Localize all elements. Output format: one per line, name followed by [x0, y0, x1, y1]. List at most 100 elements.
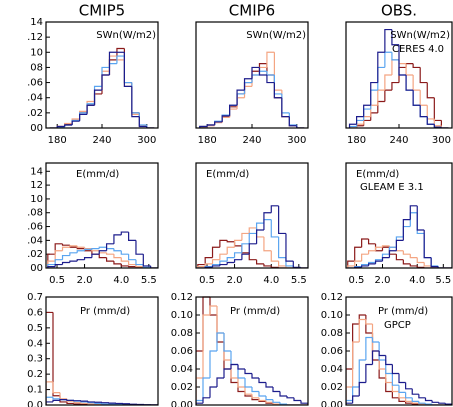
hist-step	[209, 386, 217, 398]
hist-step	[93, 89, 102, 106]
panel-frame	[345, 162, 453, 269]
hist-step	[113, 248, 122, 252]
hist-step	[91, 253, 100, 258]
hist-step	[120, 263, 129, 267]
y-tick-label: 0.2	[27, 369, 43, 380]
hist-step	[391, 81, 399, 91]
hist-step	[381, 253, 390, 260]
hist-step	[361, 265, 369, 268]
hist-step	[292, 261, 301, 268]
hist-step	[108, 63, 117, 68]
y-tick-label: 00	[30, 263, 43, 274]
y-tick-label: .04	[27, 93, 43, 104]
panel-frame	[195, 296, 309, 406]
hist-step	[272, 399, 280, 403]
hist-step	[398, 391, 406, 399]
y-tick-label: 0.10	[321, 310, 343, 321]
hist-step	[285, 257, 294, 267]
hist-step	[285, 233, 294, 262]
x-tick-label: 5.5	[141, 275, 157, 286]
hist-step	[219, 260, 228, 265]
hist-step	[263, 212, 272, 231]
hist-step	[93, 85, 102, 104]
hist-step	[46, 381, 53, 405]
y-tick-label: 0.7	[27, 292, 43, 303]
hist-step	[138, 112, 147, 127]
x-tick-label: 300	[287, 135, 306, 146]
hist-step	[120, 250, 129, 255]
y-tick-label: 0.06	[171, 346, 193, 357]
hist-step	[273, 82, 282, 99]
hist-step	[278, 236, 286, 259]
hist-step	[391, 364, 399, 375]
hist-step	[354, 246, 362, 262]
hist-step	[206, 125, 215, 128]
y-tick-label: 0.12	[171, 292, 193, 303]
hist-step	[105, 243, 114, 251]
y-tick-label: .04	[27, 235, 43, 246]
y-tick-label: 14	[30, 17, 43, 28]
hist-step	[384, 51, 392, 68]
hist-step	[248, 227, 257, 234]
hist-step	[281, 93, 290, 114]
hist-step	[426, 105, 435, 120]
hist-step	[409, 212, 418, 227]
hist-step	[358, 318, 366, 342]
hist-step	[358, 359, 366, 387]
hist-step	[54, 263, 63, 267]
hist-step	[347, 265, 355, 268]
hist-step	[409, 205, 418, 220]
y-tick-label: 0.5	[27, 323, 43, 334]
y-tick-label: 0.02	[171, 382, 193, 393]
hist-step	[113, 261, 122, 265]
hist-step	[402, 259, 411, 265]
hist-step	[272, 387, 280, 393]
hist-step	[226, 240, 235, 243]
y-tick-label: 08	[30, 62, 43, 73]
hist-step	[371, 333, 380, 361]
hist-step	[61, 246, 70, 251]
x-tick-label: 5.5	[291, 275, 307, 286]
hist-step	[86, 104, 95, 113]
hist-step	[385, 378, 393, 393]
hist-step	[248, 232, 257, 244]
hist-step	[423, 230, 432, 259]
hist-step	[79, 113, 88, 122]
x-tick-label: 2.0	[77, 275, 93, 286]
annotation: CERES 4.0	[392, 44, 444, 55]
hist-step	[73, 403, 81, 405]
hist-step	[363, 104, 371, 117]
hist-step	[273, 52, 282, 91]
hist-step	[255, 229, 264, 244]
hist-step	[69, 245, 78, 248]
y-tick-label: 0.00	[321, 400, 343, 407]
y-tick-label: 0.00	[171, 400, 193, 407]
hist-step	[405, 75, 414, 91]
hist-step	[430, 257, 439, 268]
panel-frame	[45, 296, 159, 406]
hist-step	[398, 385, 406, 393]
hist-step	[258, 397, 266, 402]
hist-step	[398, 373, 406, 384]
hist-step	[223, 342, 231, 370]
hist-step	[384, 89, 392, 102]
hist-step	[251, 66, 260, 79]
hist-step	[150, 265, 158, 268]
hist-step	[270, 250, 279, 262]
hist-step	[391, 52, 399, 61]
hist-step	[398, 44, 407, 76]
hist-step	[59, 392, 67, 400]
hist-step	[402, 225, 411, 237]
x-tick-label: 0.5	[199, 275, 215, 286]
hist-step	[230, 363, 238, 369]
hist-step	[361, 238, 369, 248]
hist-step	[281, 97, 290, 118]
hist-step	[229, 106, 238, 117]
hist-step	[219, 253, 228, 260]
hist-step	[438, 402, 446, 404]
hist-step	[196, 402, 203, 405]
hist-step	[419, 105, 428, 118]
y-tick-label: 0.04	[171, 364, 193, 375]
x-tick-label: 5.5	[435, 275, 451, 286]
